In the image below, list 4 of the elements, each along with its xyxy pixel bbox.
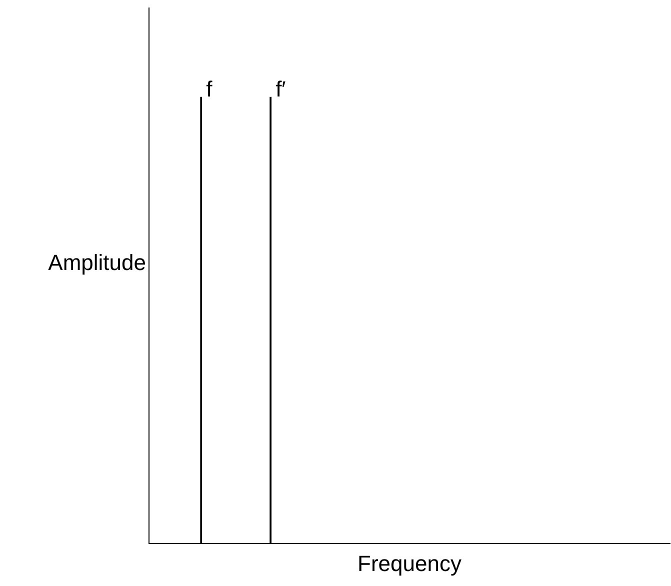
x-axis-title: Frequency — [358, 550, 462, 576]
x-tick-label: f′ — [276, 76, 286, 102]
y-axis-title: Amplitude — [48, 250, 146, 275]
x-tick-label: f — [206, 76, 214, 102]
